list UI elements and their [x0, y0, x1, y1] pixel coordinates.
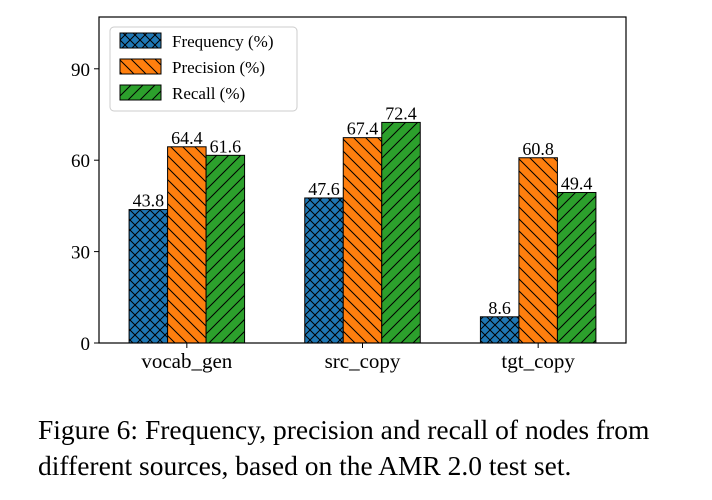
bar-hatch-recall-tgt_copy [556, 191, 597, 344]
y-tick-label-90: 90 [71, 60, 90, 81]
bar-hatch-recall-vocab_gen [205, 154, 246, 344]
y-tick-label-0: 0 [81, 334, 91, 355]
data-label-frequency-src_copy: 47.6 [308, 179, 340, 199]
legend-swatch-hatch-frequency [119, 32, 162, 49]
bar-hatch-frequency-vocab_gen [128, 209, 169, 344]
data-label-precision-tgt_copy: 60.8 [522, 139, 554, 159]
caption-line-1: Figure 6: Frequency, precision and recal… [38, 414, 650, 445]
bar-hatch-frequency-src_copy [304, 197, 344, 344]
data-label-recall-src_copy: 72.4 [385, 103, 417, 123]
legend-swatch-hatch-precision [119, 58, 162, 75]
bar-hatch-precision-tgt_copy [518, 157, 558, 344]
bar-chart: 43.8 64.4 61.6 47.6 67.4 72.4 8.6 60.8 49.4 0 30 6… [71, 16, 627, 373]
caption-line-2: different sources, based on the AMR 2.0 … [38, 450, 572, 481]
figure-caption: Figure 6: Frequency, precision and recal… [38, 412, 698, 484]
legend: Frequency (%) Precision (%) Recall (%) [109, 26, 298, 112]
data-label-precision-src_copy: 67.4 [347, 119, 379, 139]
x-tick-label-tgt_copy: tgt_copy [501, 349, 575, 373]
legend-label-frequency: Frequency (%) [172, 32, 274, 51]
data-label-precision-vocab_gen: 64.4 [171, 128, 203, 148]
y-tick-label-60: 60 [71, 151, 90, 172]
data-label-frequency-tgt_copy: 8.6 [488, 298, 511, 318]
data-label-frequency-vocab_gen: 43.8 [133, 191, 165, 211]
bar-hatch-precision-src_copy [342, 137, 383, 344]
bar-hatch-frequency-tgt_copy [479, 316, 520, 344]
legend-label-recall: Recall (%) [172, 84, 245, 103]
legend-label-precision: Precision (%) [172, 58, 265, 77]
legend-swatch-hatch-recall [119, 84, 162, 101]
y-tick-label-30: 30 [71, 243, 90, 264]
x-tick-label-vocab_gen: vocab_gen [141, 349, 232, 373]
bar-hatch-precision-vocab_gen [167, 146, 207, 344]
bar-hatch-recall-src_copy [381, 121, 421, 344]
data-label-recall-vocab_gen: 61.6 [210, 136, 242, 156]
x-tick-label-src_copy: src_copy [325, 349, 401, 373]
data-label-recall-tgt_copy: 49.4 [561, 173, 593, 193]
